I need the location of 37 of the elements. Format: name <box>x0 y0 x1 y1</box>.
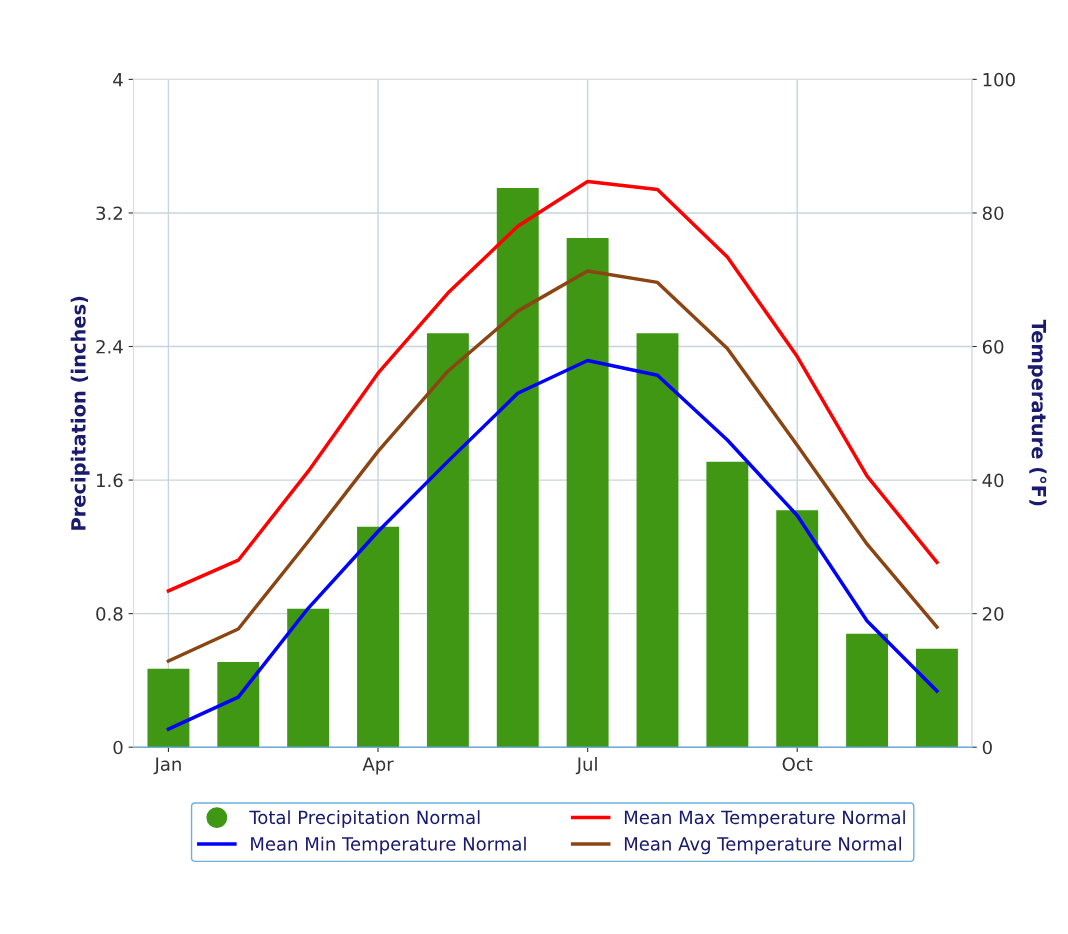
line-series <box>166 269 939 663</box>
legend-label: Total Precipitation Normal <box>249 810 480 828</box>
bar <box>287 608 330 748</box>
y2-tick-label: 80 <box>982 206 1004 221</box>
bar <box>147 668 190 748</box>
y-tick-label: 2.4 <box>96 339 123 354</box>
y-axis-title: Precipitation (inches) <box>70 296 90 530</box>
bar <box>846 633 889 748</box>
bar <box>706 461 749 748</box>
legend-label: Mean Min Temperature Normal <box>251 836 526 855</box>
legend-label: Mean Avg Temperature Normal <box>624 836 902 855</box>
y2-axis-title: Temperature (°F) <box>1027 319 1047 506</box>
bar <box>915 648 958 748</box>
y-tick-label: 0 <box>113 740 123 755</box>
x-tick-label: Oct <box>782 757 813 771</box>
x-tick-label: Apr <box>362 757 394 775</box>
y-tick-label: 0.8 <box>96 607 123 621</box>
bar <box>776 510 819 748</box>
bar <box>357 526 399 748</box>
bar <box>217 662 260 748</box>
x-tick-label: Jan <box>153 757 181 775</box>
bar <box>496 187 539 748</box>
x-tick-label: Jul <box>575 756 597 775</box>
y2-tick-label: 100 <box>983 72 1015 87</box>
line-series <box>166 358 939 731</box>
legend-label: Mean Max Temperature Normal <box>624 810 905 828</box>
line-series <box>166 179 939 593</box>
y2-tick-label: 20 <box>982 607 1004 621</box>
y2-tick-label: 60 <box>982 339 1004 354</box>
bar <box>566 237 609 748</box>
y-tick-label: 4 <box>113 73 123 87</box>
bar <box>636 333 679 748</box>
y-tick-label: 1.6 <box>97 473 123 488</box>
bar <box>426 333 469 748</box>
y-tick-label: 3.2 <box>96 206 122 221</box>
y2-tick-label: 0 <box>982 740 992 755</box>
y2-tick-label: 40 <box>982 473 1004 488</box>
